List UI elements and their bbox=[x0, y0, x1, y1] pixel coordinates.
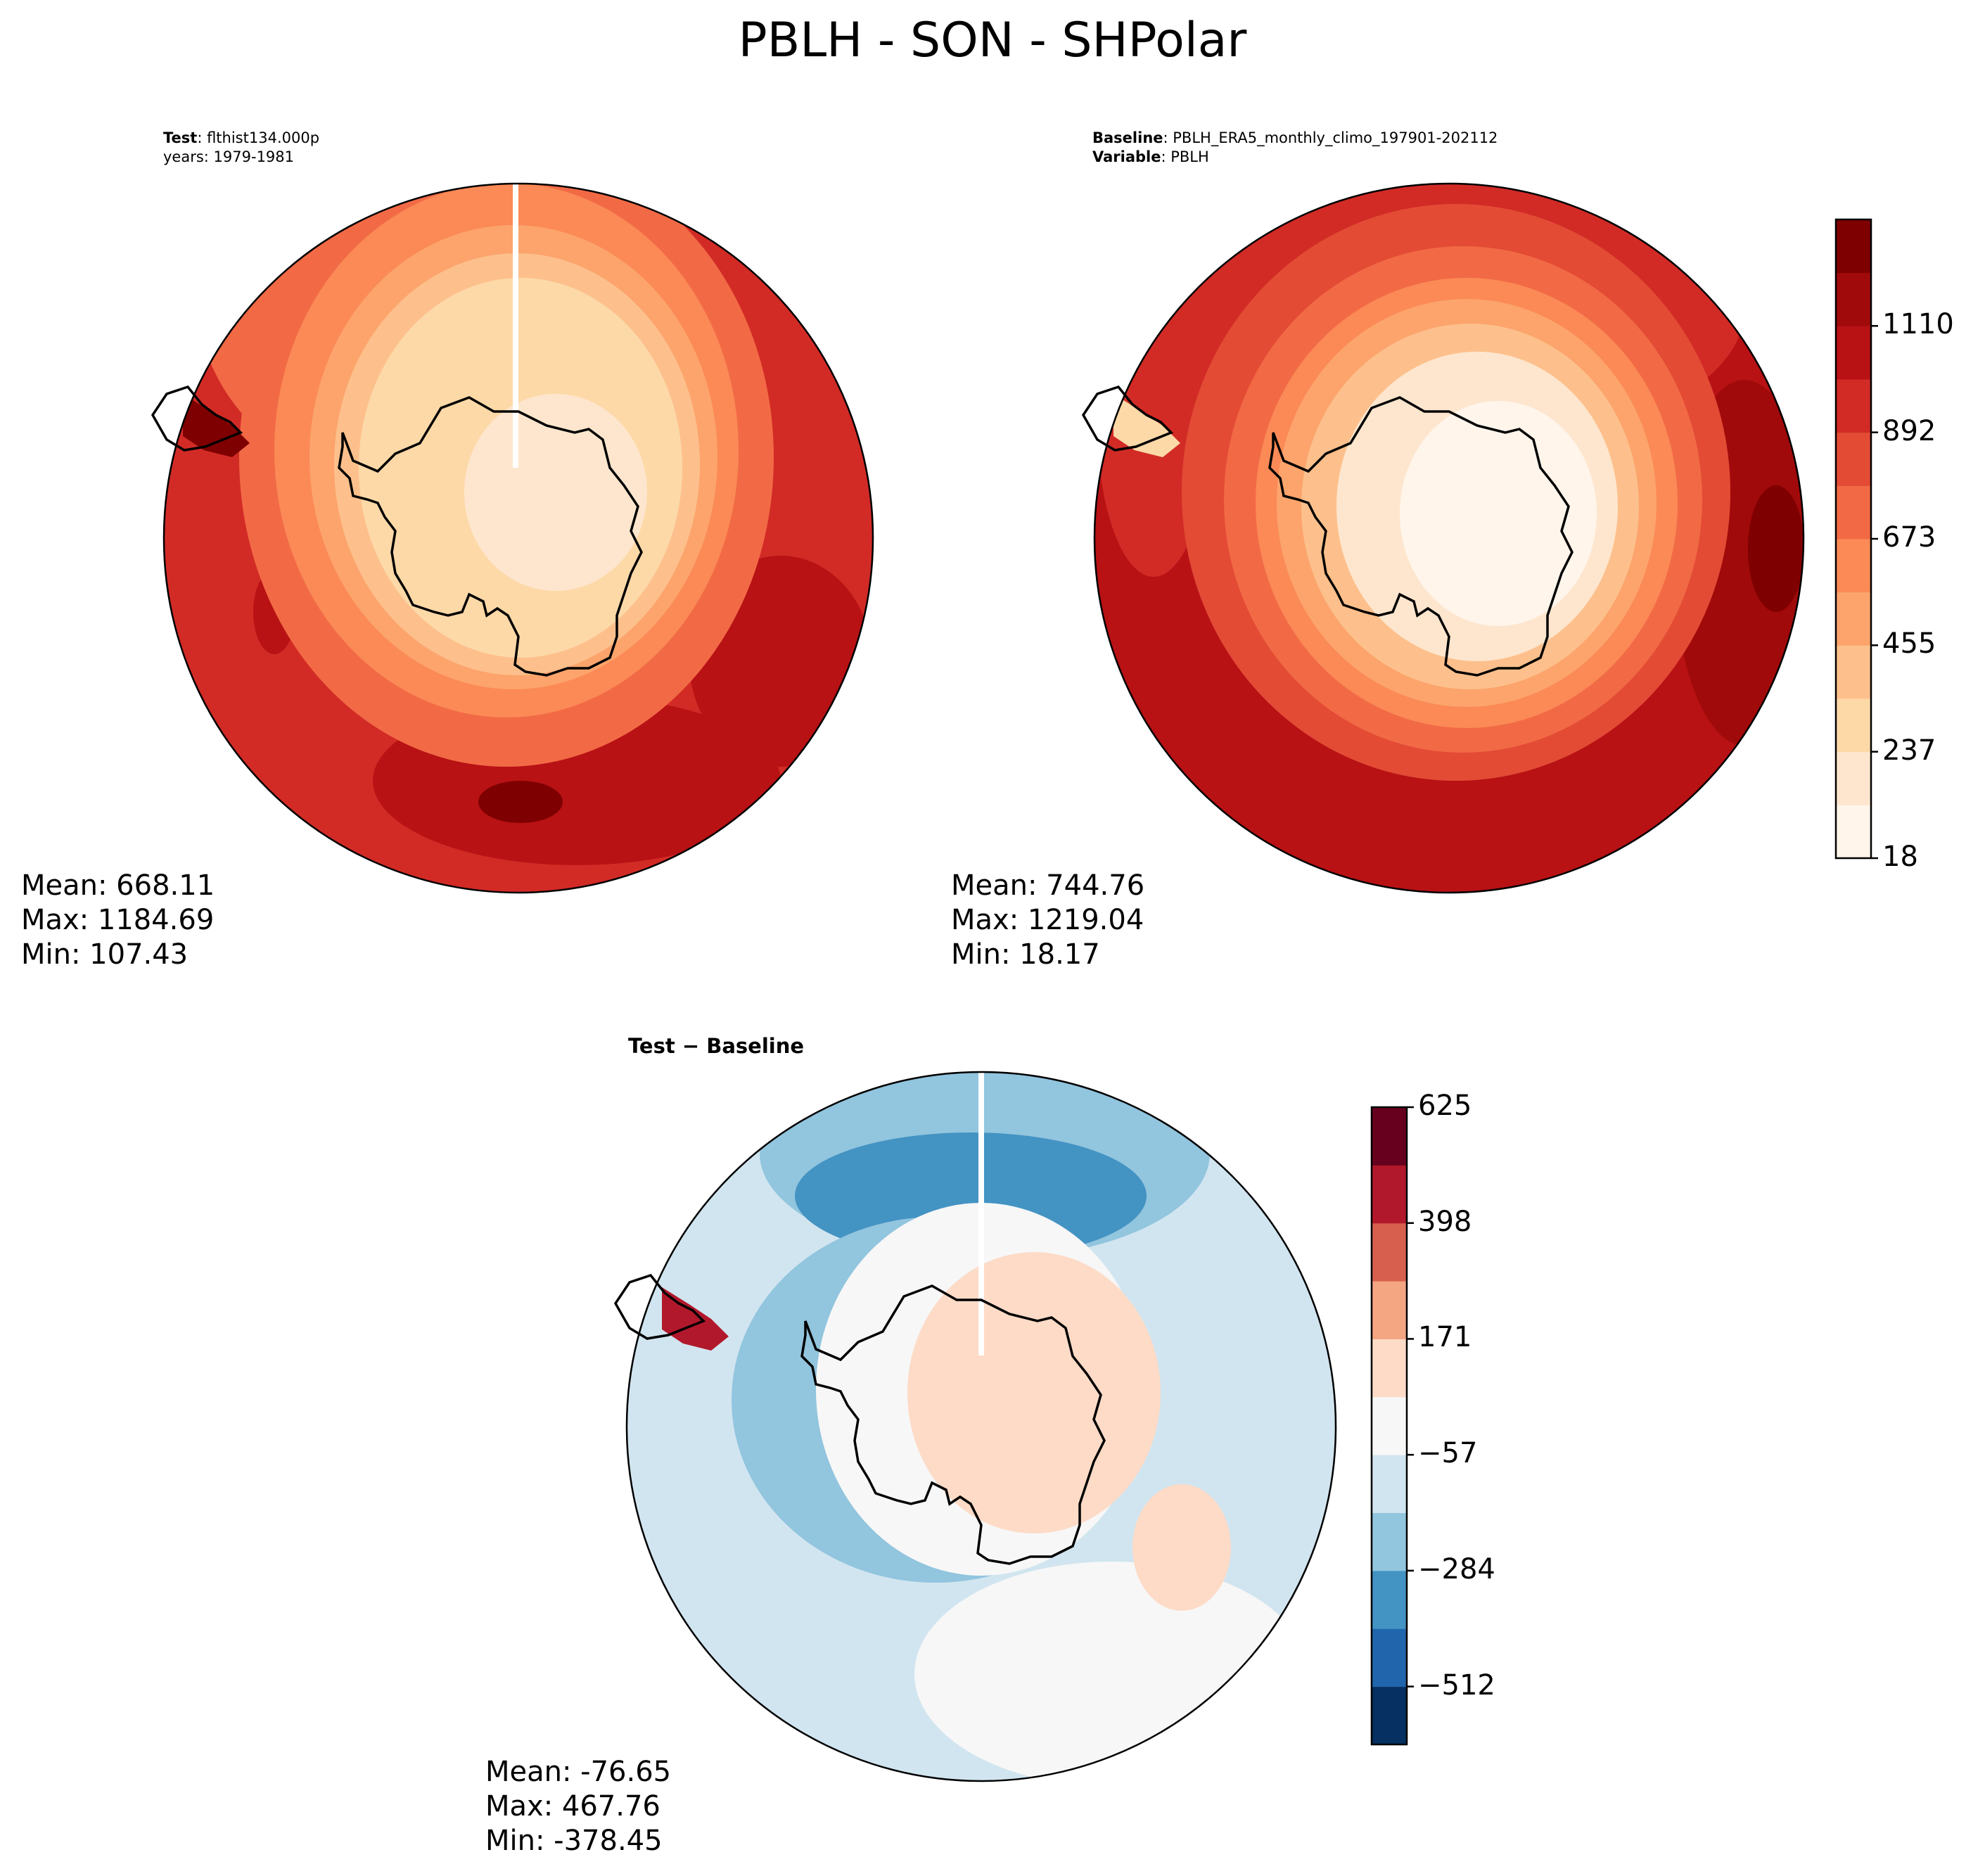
baseline-label-key: Baseline bbox=[1092, 129, 1163, 146]
diff-max: Max: 467.76 bbox=[485, 1790, 660, 1823]
colorbar-segment bbox=[1836, 645, 1871, 699]
colorbar-segment bbox=[1372, 1165, 1407, 1224]
figure-title: PBLH - SON - SHPolar bbox=[738, 13, 1247, 68]
colorbar-segment bbox=[1836, 805, 1871, 859]
colorbar-segment bbox=[1372, 1628, 1407, 1687]
colorbar-segment bbox=[1836, 326, 1871, 380]
colorbar-segment bbox=[1372, 1396, 1407, 1455]
colorbar-segment bbox=[1372, 1570, 1407, 1629]
baseline-min: Min: 18.17 bbox=[951, 938, 1100, 971]
test-label-value: : flthist134.000p bbox=[197, 129, 320, 146]
colorbar-segment bbox=[1836, 539, 1871, 593]
colorbar-tick-label: 892 bbox=[1882, 414, 1936, 447]
colorbar-segment bbox=[1836, 219, 1871, 274]
colorbar-segment bbox=[1836, 751, 1871, 805]
diff-panel-title: Test − Baseline bbox=[628, 1034, 805, 1058]
test-stats: Mean: 668.11 Max: 1184.69 Min: 107.43 bbox=[21, 869, 215, 972]
test-map bbox=[151, 182, 874, 894]
test-panel-label: Test: flthist134.000p years: 1979-1981 bbox=[163, 129, 319, 167]
colorbar-segment bbox=[1372, 1455, 1407, 1514]
colorbar-segment bbox=[1372, 1686, 1407, 1745]
colorbar-tick-label: 237 bbox=[1882, 734, 1936, 767]
colorbar-segment bbox=[1836, 698, 1871, 753]
colorbar-tick-label: 1110 bbox=[1882, 308, 1954, 341]
test-mean: Mean: 668.11 bbox=[21, 869, 215, 902]
colorbar-tick-label: 171 bbox=[1418, 1321, 1472, 1354]
baseline-mean: Mean: 744.76 bbox=[951, 869, 1145, 902]
test-min: Min: 107.43 bbox=[21, 938, 189, 971]
baseline-map bbox=[1082, 182, 1805, 894]
colorbar-segment bbox=[1836, 272, 1871, 326]
colorbar-main bbox=[1834, 218, 1878, 860]
variable-label-value: : PBLH bbox=[1161, 148, 1209, 165]
test-max: Max: 1184.69 bbox=[21, 904, 215, 936]
colorbar-segment bbox=[1372, 1223, 1407, 1282]
colorbar-tick-label: 398 bbox=[1418, 1205, 1472, 1238]
colorbar-tick-label: 18 bbox=[1882, 841, 1918, 873]
variable-label-key: Variable bbox=[1092, 148, 1161, 165]
baseline-label-value: : PBLH_ERA5_monthly_climo_197901-202112 bbox=[1163, 129, 1498, 146]
colorbar-segment bbox=[1836, 379, 1871, 433]
colorbar-segment bbox=[1372, 1281, 1407, 1339]
diff-mean: Mean: -76.65 bbox=[485, 1756, 672, 1788]
baseline-stats: Mean: 744.76 Max: 1219.04 Min: 18.17 bbox=[951, 869, 1144, 972]
colorbar-tick-label: −284 bbox=[1418, 1552, 1495, 1585]
colorbar-diff bbox=[1370, 1106, 1414, 1746]
colorbar-segment bbox=[1836, 485, 1871, 540]
colorbar-frame bbox=[1370, 1106, 1408, 1746]
colorbar-segment bbox=[1836, 592, 1871, 646]
colorbar-tick-label: −57 bbox=[1418, 1437, 1478, 1470]
diff-map bbox=[614, 1071, 1337, 1782]
test-label-key: Test bbox=[163, 129, 198, 146]
diff-min: Min: -378.45 bbox=[485, 1825, 663, 1857]
diff-stats: Mean: -76.65 Max: 467.76 Min: -378.45 bbox=[485, 1755, 671, 1858]
colorbar-segment bbox=[1836, 432, 1871, 486]
colorbar-tick-label: 625 bbox=[1418, 1090, 1472, 1122]
colorbar-segment bbox=[1372, 1339, 1407, 1398]
colorbar-segment bbox=[1372, 1512, 1407, 1571]
colorbar-tick-label: 673 bbox=[1882, 521, 1936, 554]
colorbar-segment bbox=[1372, 1107, 1407, 1166]
test-years: years: 1979-1981 bbox=[163, 148, 295, 165]
baseline-panel-label: Baseline: PBLH_ERA5_monthly_climo_197901… bbox=[1092, 129, 1498, 167]
baseline-max: Max: 1219.04 bbox=[951, 904, 1144, 936]
colorbar-tick-label: −512 bbox=[1418, 1668, 1495, 1702]
colorbar-tick-label: 455 bbox=[1882, 627, 1936, 661]
